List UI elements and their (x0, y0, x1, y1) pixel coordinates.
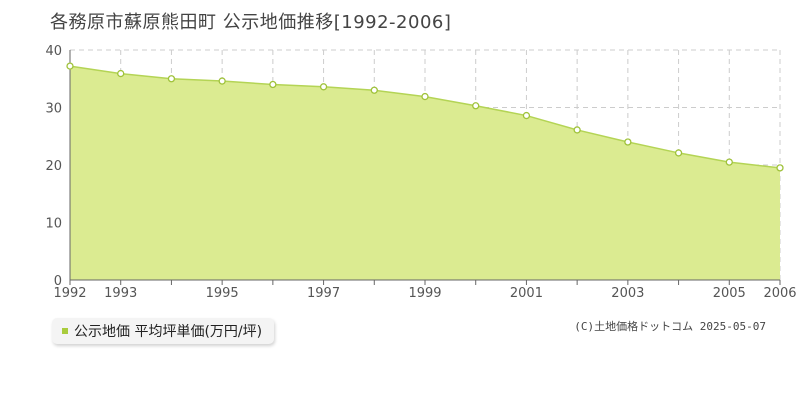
data-point (218, 77, 226, 85)
x-tick-label: 2005 (713, 286, 746, 301)
copyright-text: (C)土地価格ドットコム 2025-05-07 (574, 320, 766, 333)
x-tick-label: 2001 (510, 286, 543, 301)
y-tick-label: 10 (45, 217, 62, 232)
legend: 公示地価 平均坪単価(万円/坪) (52, 318, 275, 344)
x-tick-label: 1997 (307, 286, 340, 301)
x-tick-label: 1999 (408, 286, 441, 301)
x-tick-label: 1993 (104, 286, 137, 301)
x-tick-label: 2003 (611, 286, 644, 301)
data-point (66, 62, 74, 70)
y-tick-label: 20 (45, 159, 62, 174)
data-point (624, 138, 632, 146)
data-point (370, 86, 378, 94)
x-tick-label: 1995 (206, 286, 239, 301)
marker-layer (66, 62, 784, 172)
y-tick-label: 40 (45, 44, 62, 59)
chart-title: 各務原市蘇原熊田町 公示地価推移[1992-2006] (50, 12, 452, 33)
data-point (472, 102, 480, 110)
data-point (117, 69, 125, 78)
y-tick-label: 30 (45, 102, 62, 117)
y-tick-label: 0 (54, 274, 62, 289)
axis-layer (69, 50, 781, 285)
series-area (70, 66, 780, 280)
data-point (269, 80, 277, 89)
data-point (319, 83, 328, 91)
label-layer: 0 10 20 30 40 1992 1993 1995 1997 1999 2001 2003 200… (45, 44, 796, 301)
data-point (167, 75, 176, 83)
data-point (725, 158, 733, 166)
x-tick-label: 2006 (763, 286, 796, 301)
legend-swatch (62, 328, 68, 334)
data-point (573, 126, 581, 134)
data-point (674, 149, 683, 157)
x-tick-label: 1992 (53, 286, 86, 301)
legend-label: 公示地価 平均坪単価(万円/坪) (74, 324, 263, 340)
data-point (421, 92, 429, 101)
data-point (522, 111, 531, 120)
data-point (776, 164, 784, 172)
